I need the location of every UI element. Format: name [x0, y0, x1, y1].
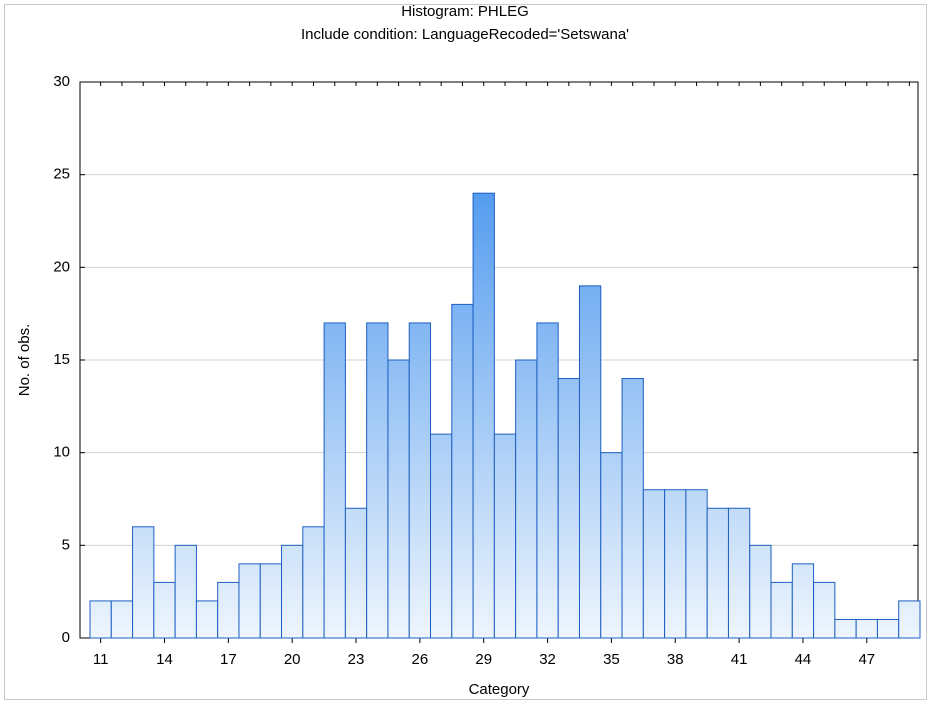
y-tick-label: 15 — [53, 351, 70, 368]
x-tick-label: 35 — [603, 651, 620, 668]
bar — [898, 600, 921, 639]
x-tick-label: 23 — [348, 651, 365, 668]
bar — [366, 322, 389, 639]
x-axis-label: Category — [469, 681, 530, 698]
x-tick-label: 32 — [539, 651, 556, 668]
bar — [408, 322, 432, 639]
bar — [174, 544, 197, 639]
bar — [642, 489, 666, 639]
chart-subtitle: Include condition: LanguageRecoded='Sets… — [301, 26, 629, 43]
bar — [472, 192, 495, 639]
bar — [834, 618, 857, 639]
x-tick-label: 38 — [667, 651, 684, 668]
bar — [770, 581, 793, 639]
bar — [876, 618, 900, 639]
bar — [600, 452, 623, 639]
bar — [217, 581, 240, 639]
bar — [430, 433, 453, 639]
bar — [387, 359, 410, 639]
y-tick-label: 30 — [53, 73, 70, 90]
x-tick-label: 14 — [156, 651, 173, 668]
bar — [855, 618, 878, 639]
x-tick-label: 47 — [858, 651, 875, 668]
bar — [259, 563, 283, 639]
x-tick-label: 26 — [412, 651, 429, 668]
bar — [621, 378, 644, 639]
bar — [89, 600, 112, 639]
bar — [749, 544, 772, 639]
bar — [195, 600, 219, 639]
bar — [557, 378, 580, 639]
x-tick-label: 44 — [795, 651, 812, 668]
bar — [727, 507, 751, 639]
frame — [4, 4, 927, 700]
y-tick-label: 25 — [53, 166, 70, 183]
bar — [493, 433, 517, 639]
x-tick-label: 17 — [220, 651, 237, 668]
bar — [132, 526, 155, 639]
bar — [515, 359, 538, 639]
y-tick-label: 10 — [53, 444, 70, 461]
bar — [110, 600, 134, 639]
bar — [302, 526, 325, 639]
y-tick-label: 20 — [53, 258, 70, 275]
x-tick-label: 11 — [93, 651, 109, 668]
y-tick-label: 0 — [62, 629, 70, 646]
bar — [323, 322, 346, 639]
bar — [536, 322, 559, 639]
x-tick-label: 41 — [731, 651, 748, 668]
bar — [344, 507, 368, 639]
x-tick-label: 20 — [284, 651, 301, 668]
chart-title: Histogram: PHLEG — [401, 3, 529, 20]
bar — [706, 507, 729, 639]
bar — [451, 303, 474, 639]
bar — [664, 489, 687, 639]
y-tick-label: 5 — [62, 536, 70, 553]
bar — [685, 489, 708, 639]
bar — [791, 563, 815, 639]
bar — [813, 581, 836, 639]
x-tick-label: 29 — [475, 651, 492, 668]
y-axis-label: No. of obs. — [16, 324, 33, 397]
bar — [153, 581, 176, 639]
bar — [238, 563, 261, 639]
bar — [578, 285, 602, 639]
bar — [281, 544, 304, 639]
